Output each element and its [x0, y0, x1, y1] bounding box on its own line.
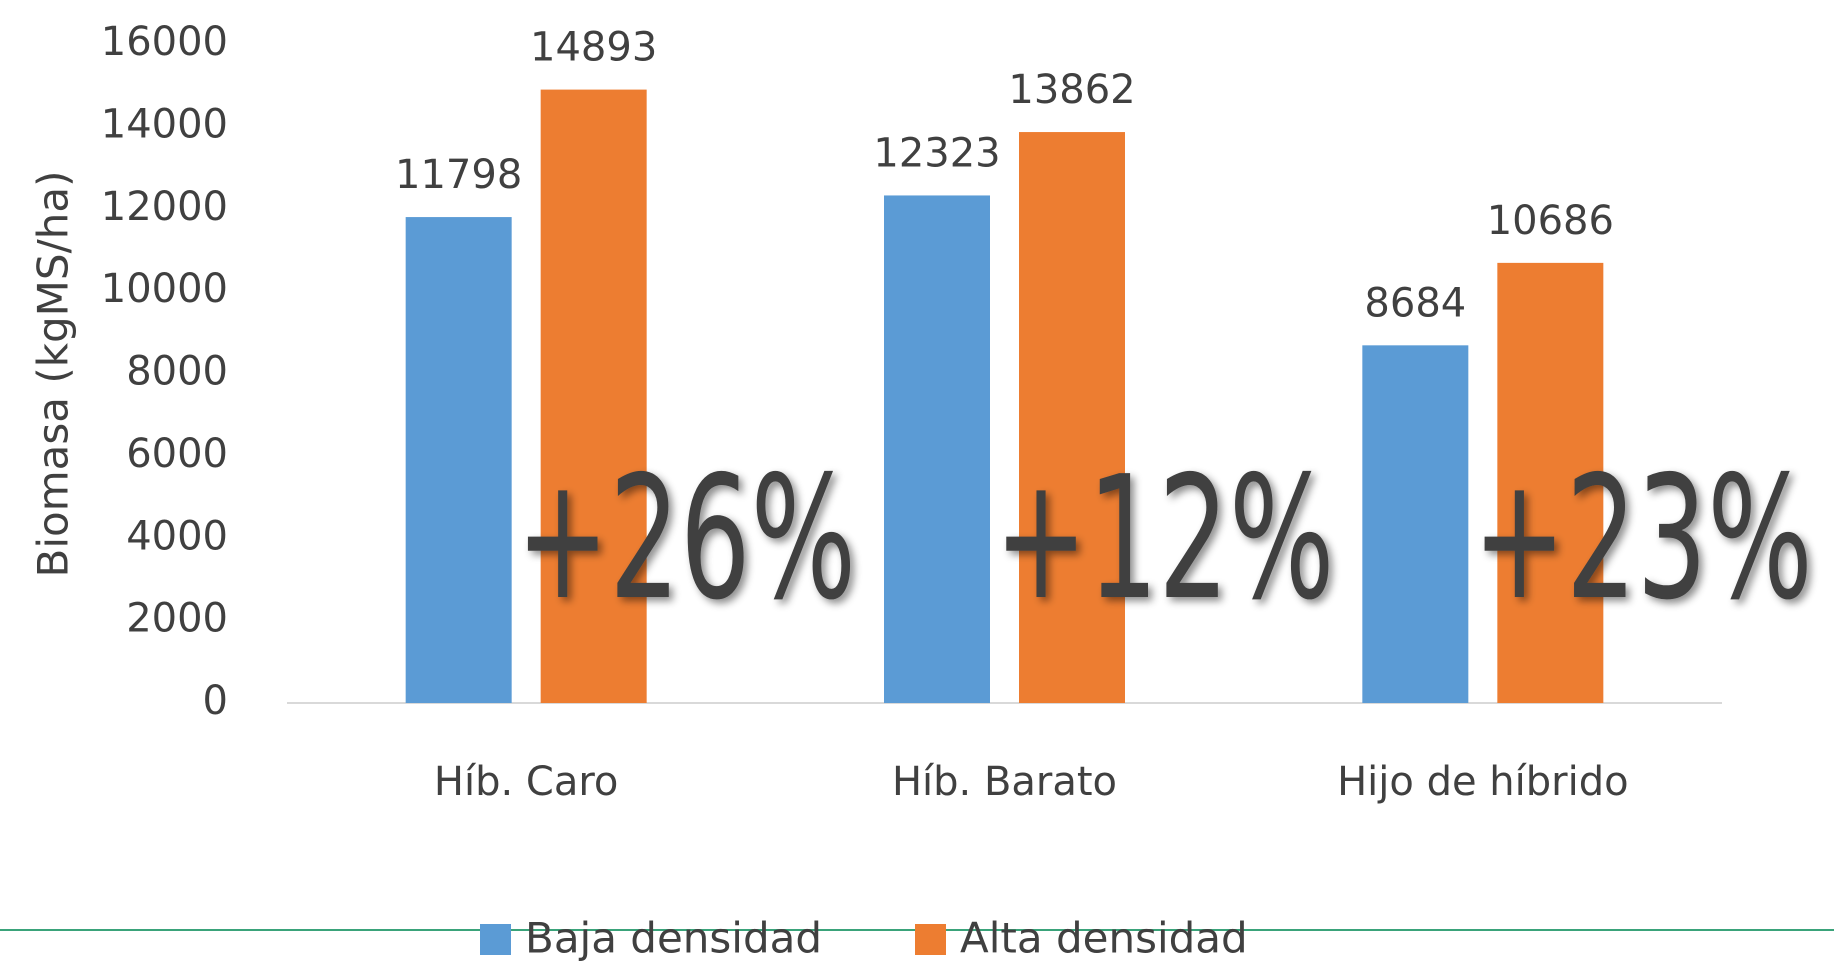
x-tick-label: Híb. Barato: [892, 759, 1117, 805]
data-label: 13862: [1008, 67, 1135, 113]
y-tick-label: 2000: [126, 596, 228, 642]
data-label: 10686: [1487, 198, 1614, 244]
legend-swatch: [480, 924, 511, 955]
y-tick-label: 16000: [101, 19, 228, 65]
bar: [884, 195, 990, 703]
bar: [405, 217, 512, 703]
bar: [1362, 345, 1469, 703]
y-tick-label: 0: [203, 678, 228, 724]
y-tick-label: 6000: [126, 431, 228, 477]
legend-swatch: [915, 924, 946, 955]
y-axis-title: Biomasa (kgMS/ha): [29, 171, 78, 578]
bar: [1497, 262, 1604, 703]
data-label: 14893: [530, 25, 657, 71]
data-label: 8684: [1364, 280, 1466, 326]
y-tick-label: 12000: [101, 184, 228, 230]
bar: [540, 89, 647, 704]
x-tick-label: Hijo de híbrido: [1337, 759, 1628, 805]
annotation: +23%: [1473, 440, 1813, 638]
data-label: 11798: [395, 152, 522, 198]
bar: [1019, 132, 1125, 704]
data-label: 12323: [873, 130, 1000, 176]
y-tick-label: 4000: [126, 513, 228, 559]
legend-label: Alta densidad: [960, 914, 1248, 963]
y-tick-label: 10000: [101, 266, 228, 312]
x-tick-label: Híb. Caro: [434, 759, 619, 805]
annotation: +12%: [995, 440, 1335, 638]
annotation: +26%: [516, 440, 856, 638]
y-tick-label: 14000: [101, 101, 228, 147]
legend-label: Baja densidad: [525, 914, 822, 963]
y-tick-label: 8000: [126, 349, 228, 395]
